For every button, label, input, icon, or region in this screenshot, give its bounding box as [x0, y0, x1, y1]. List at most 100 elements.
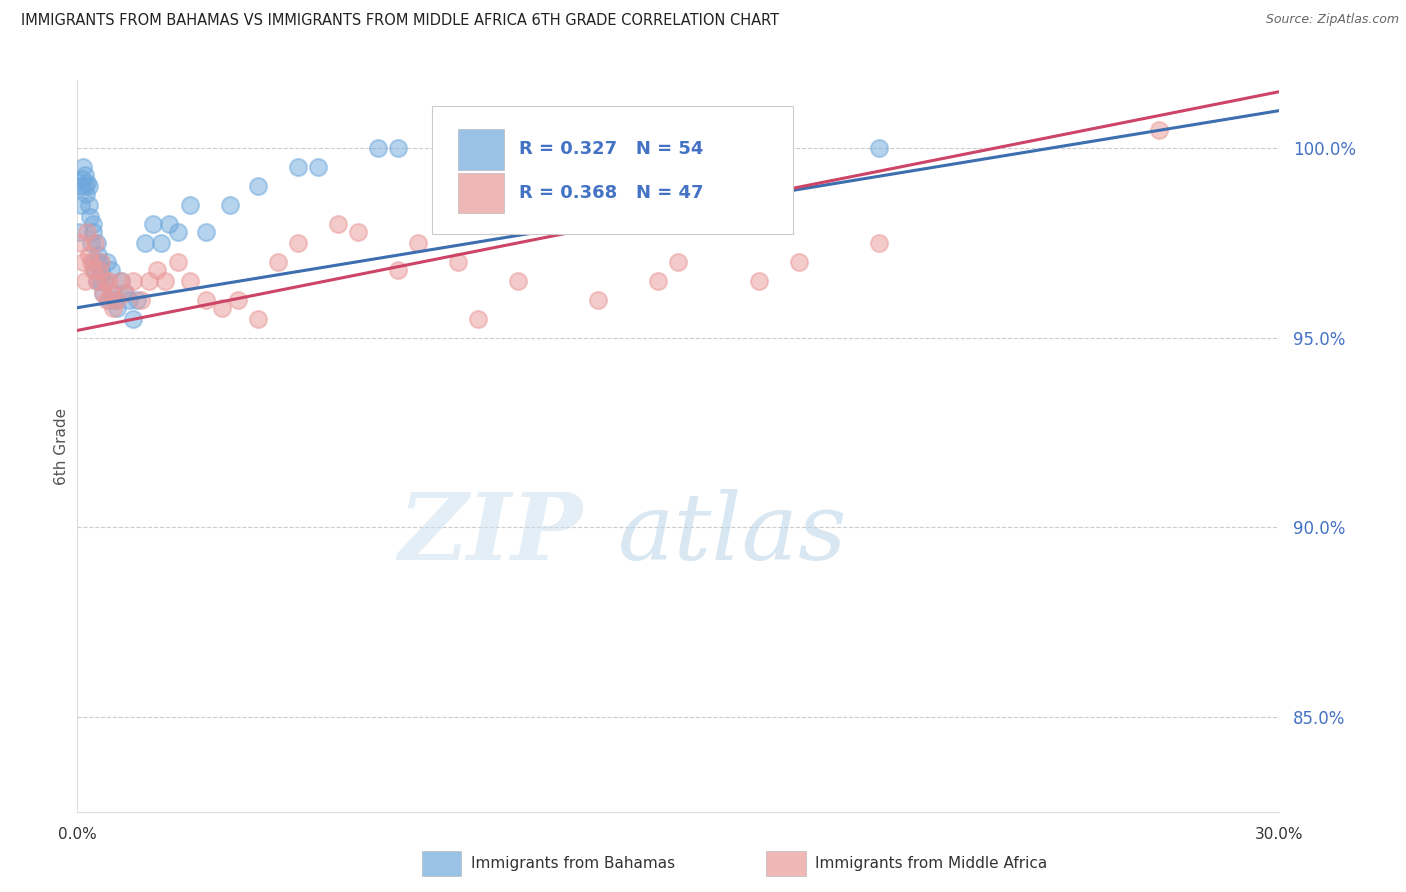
Point	[103, 285, 125, 300]
Point	[70, 236, 93, 251]
Point	[179, 274, 201, 288]
Point	[84, 262, 107, 277]
Point	[138, 274, 160, 288]
Point	[90, 262, 112, 277]
Point	[588, 293, 610, 307]
Point	[166, 255, 188, 269]
Point	[67, 225, 90, 239]
Text: R = 0.368   N = 47: R = 0.368 N = 47	[519, 184, 703, 202]
Point	[90, 255, 112, 269]
Point	[86, 236, 108, 251]
Point	[127, 293, 149, 307]
Point	[75, 186, 97, 201]
Point	[114, 285, 136, 300]
Point	[98, 293, 121, 307]
Y-axis label: 6th Grade: 6th Grade	[53, 408, 69, 484]
Point	[82, 217, 104, 231]
Point	[87, 247, 110, 261]
Point	[1149, 122, 1171, 136]
Point	[467, 312, 489, 326]
Point	[346, 225, 368, 239]
FancyBboxPatch shape	[458, 173, 505, 213]
Point	[110, 274, 132, 288]
Point	[86, 274, 108, 288]
Point	[86, 274, 108, 288]
FancyBboxPatch shape	[458, 129, 505, 169]
Point	[179, 198, 201, 212]
Point	[80, 236, 103, 251]
Point	[107, 301, 129, 315]
Point	[287, 161, 309, 175]
Point	[79, 210, 101, 224]
Text: 0.0%: 0.0%	[58, 827, 97, 841]
Point	[194, 293, 217, 307]
Point	[748, 274, 770, 288]
Point	[82, 262, 104, 277]
Point	[93, 285, 115, 300]
Point	[508, 274, 530, 288]
Text: 30.0%: 30.0%	[1256, 827, 1303, 841]
Point	[75, 274, 97, 288]
Point	[122, 274, 145, 288]
Point	[287, 236, 309, 251]
Point	[447, 255, 470, 269]
Point	[150, 236, 173, 251]
Point	[159, 217, 181, 231]
Point	[868, 236, 890, 251]
Point	[218, 198, 240, 212]
FancyBboxPatch shape	[432, 106, 793, 234]
Point	[406, 236, 429, 251]
Point	[131, 293, 153, 307]
Point	[668, 255, 690, 269]
Point	[226, 293, 249, 307]
Text: Immigrants from Middle Africa: Immigrants from Middle Africa	[815, 856, 1047, 871]
Point	[79, 247, 101, 261]
Point	[447, 141, 470, 155]
Point	[114, 285, 136, 300]
Point	[142, 217, 165, 231]
Point	[83, 255, 105, 269]
Point	[110, 274, 132, 288]
Point	[75, 168, 97, 182]
Point	[73, 179, 96, 194]
Point	[107, 293, 129, 307]
Point	[84, 236, 107, 251]
Point	[787, 255, 810, 269]
Point	[868, 141, 890, 155]
Point	[246, 179, 269, 194]
Point	[96, 293, 118, 307]
Point	[567, 141, 589, 155]
Point	[134, 236, 156, 251]
Text: R = 0.327   N = 54: R = 0.327 N = 54	[519, 140, 703, 158]
Point	[122, 312, 145, 326]
Point	[93, 285, 115, 300]
Point	[89, 262, 111, 277]
Point	[76, 176, 98, 190]
Point	[647, 274, 669, 288]
Point	[307, 161, 329, 175]
Point	[82, 225, 104, 239]
Point	[104, 293, 127, 307]
Point	[94, 274, 117, 288]
Point	[90, 274, 112, 288]
Point	[155, 274, 177, 288]
Point	[387, 262, 409, 277]
Point	[100, 262, 122, 277]
Point	[76, 225, 98, 239]
Point	[69, 198, 91, 212]
Point	[668, 141, 690, 155]
Text: ZIP: ZIP	[398, 489, 582, 579]
Point	[79, 179, 101, 194]
Point	[70, 171, 93, 186]
Text: IMMIGRANTS FROM BAHAMAS VS IMMIGRANTS FROM MIDDLE AFRICA 6TH GRADE CORRELATION C: IMMIGRANTS FROM BAHAMAS VS IMMIGRANTS FR…	[21, 13, 779, 29]
Text: Source: ZipAtlas.com: Source: ZipAtlas.com	[1265, 13, 1399, 27]
Point	[246, 312, 269, 326]
Point	[166, 225, 188, 239]
Point	[267, 255, 290, 269]
Point	[96, 255, 118, 269]
Point	[94, 274, 117, 288]
Point	[72, 255, 94, 269]
Point	[77, 198, 100, 212]
Point	[118, 293, 141, 307]
Point	[194, 225, 217, 239]
